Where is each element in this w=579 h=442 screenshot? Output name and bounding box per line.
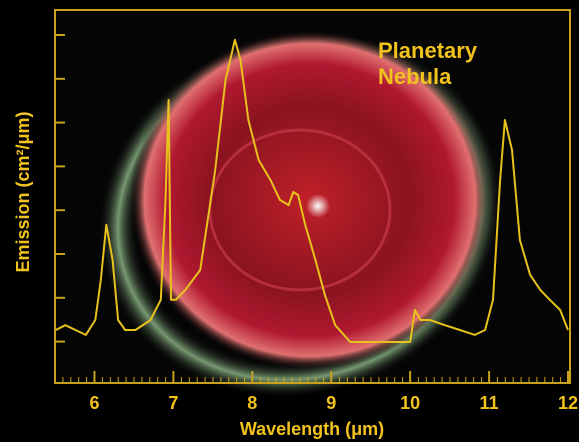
- x-tick-label: 7: [168, 393, 178, 413]
- chart-title: Planetary Nebula: [378, 38, 478, 89]
- central-star: [306, 194, 330, 218]
- x-tick-label: 8: [247, 393, 257, 413]
- x-tick-label: 11: [480, 393, 499, 413]
- x-tick-label: 10: [400, 393, 420, 413]
- x-tick-label: 9: [326, 393, 336, 413]
- x-tick-label: 12: [558, 393, 578, 413]
- frame: [54, 9, 571, 384]
- spectrum-line: [55, 38, 569, 343]
- x-axis-label: Wavelength (μm): [240, 419, 384, 439]
- x-tick-label: 6: [89, 393, 99, 413]
- y-axis-label: Emission (cm²/μm): [13, 111, 33, 272]
